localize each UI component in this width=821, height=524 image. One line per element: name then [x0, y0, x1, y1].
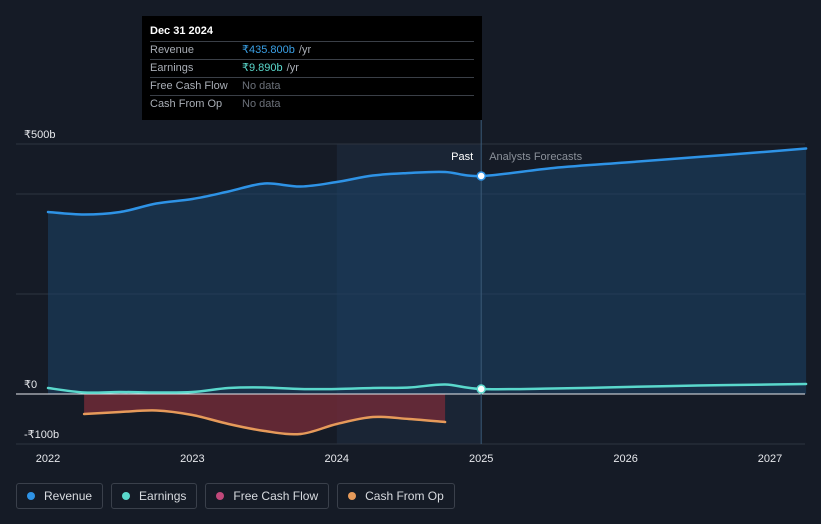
- tooltip-value: No data: [242, 98, 281, 110]
- tooltip-value: ₹435.800b: [242, 44, 295, 56]
- x-tick-label: 2026: [613, 453, 637, 465]
- data-tooltip: Dec 31 2024 Revenue ₹435.800b /yr Earnin…: [142, 16, 482, 120]
- tooltip-row-free-cash-flow: Free Cash Flow No data: [150, 77, 474, 95]
- chart-legend: Revenue Earnings Free Cash Flow Cash Fro…: [16, 483, 455, 509]
- tooltip-row-cash-from-op: Cash From Op No data: [150, 95, 474, 113]
- x-tick-label: 2022: [36, 453, 60, 465]
- free-cash-flow-area: [84, 394, 446, 435]
- legend-label: Earnings: [139, 489, 187, 503]
- tooltip-value: ₹9.890b: [242, 62, 283, 74]
- tooltip-unit: /yr: [298, 44, 312, 56]
- legend-label: Cash From Op: [365, 489, 444, 503]
- x-tick-label: 2024: [325, 453, 349, 465]
- earnings-marker: [476, 384, 486, 394]
- tooltip-row-earnings: Earnings ₹9.890b /yr: [150, 59, 474, 77]
- tooltip-unit: /yr: [286, 62, 299, 74]
- revenue-dot-icon: [27, 492, 35, 500]
- revenue-line: [46, 147, 808, 216]
- revenue-area: [48, 148, 807, 394]
- x-tick-label: 2027: [758, 453, 782, 465]
- cash-from-op-line: [82, 409, 447, 436]
- legend-item-cash-from-op[interactable]: Cash From Op: [337, 483, 455, 509]
- tooltip-label: Revenue: [150, 44, 195, 56]
- legend-label: Free Cash Flow: [233, 489, 319, 503]
- legend-item-earnings[interactable]: Earnings: [111, 483, 198, 509]
- x-tick-label: 2023: [180, 453, 204, 465]
- revenue-marker: [476, 171, 486, 181]
- legend-item-free-cash-flow[interactable]: Free Cash Flow: [205, 483, 330, 509]
- tooltip-label: Cash From Op: [150, 98, 223, 110]
- y-tick-label: -₹100b: [24, 429, 59, 441]
- tooltip-date: Dec 31 2024: [150, 25, 213, 37]
- earnings-line: [46, 382, 808, 394]
- y-tick-label: ₹0: [24, 379, 37, 391]
- tooltip-value: No data: [242, 80, 281, 92]
- x-tick-label: 2025: [469, 453, 493, 465]
- legend-item-revenue[interactable]: Revenue: [16, 483, 104, 509]
- free-cash-flow-dot-icon: [216, 492, 225, 500]
- earnings-dot-icon: [122, 492, 131, 500]
- tooltip-label: Earnings: [150, 62, 194, 74]
- legend-label: Revenue: [44, 489, 93, 503]
- forecast-label: Analysts Forecasts: [489, 151, 582, 163]
- cash-from-op-dot-icon: [348, 492, 357, 500]
- tooltip-label: Free Cash Flow: [150, 80, 228, 92]
- tooltip-row-revenue: Revenue ₹435.800b /yr: [150, 41, 474, 59]
- y-tick-label: ₹500b: [24, 129, 55, 141]
- past-label: Past: [451, 151, 473, 163]
